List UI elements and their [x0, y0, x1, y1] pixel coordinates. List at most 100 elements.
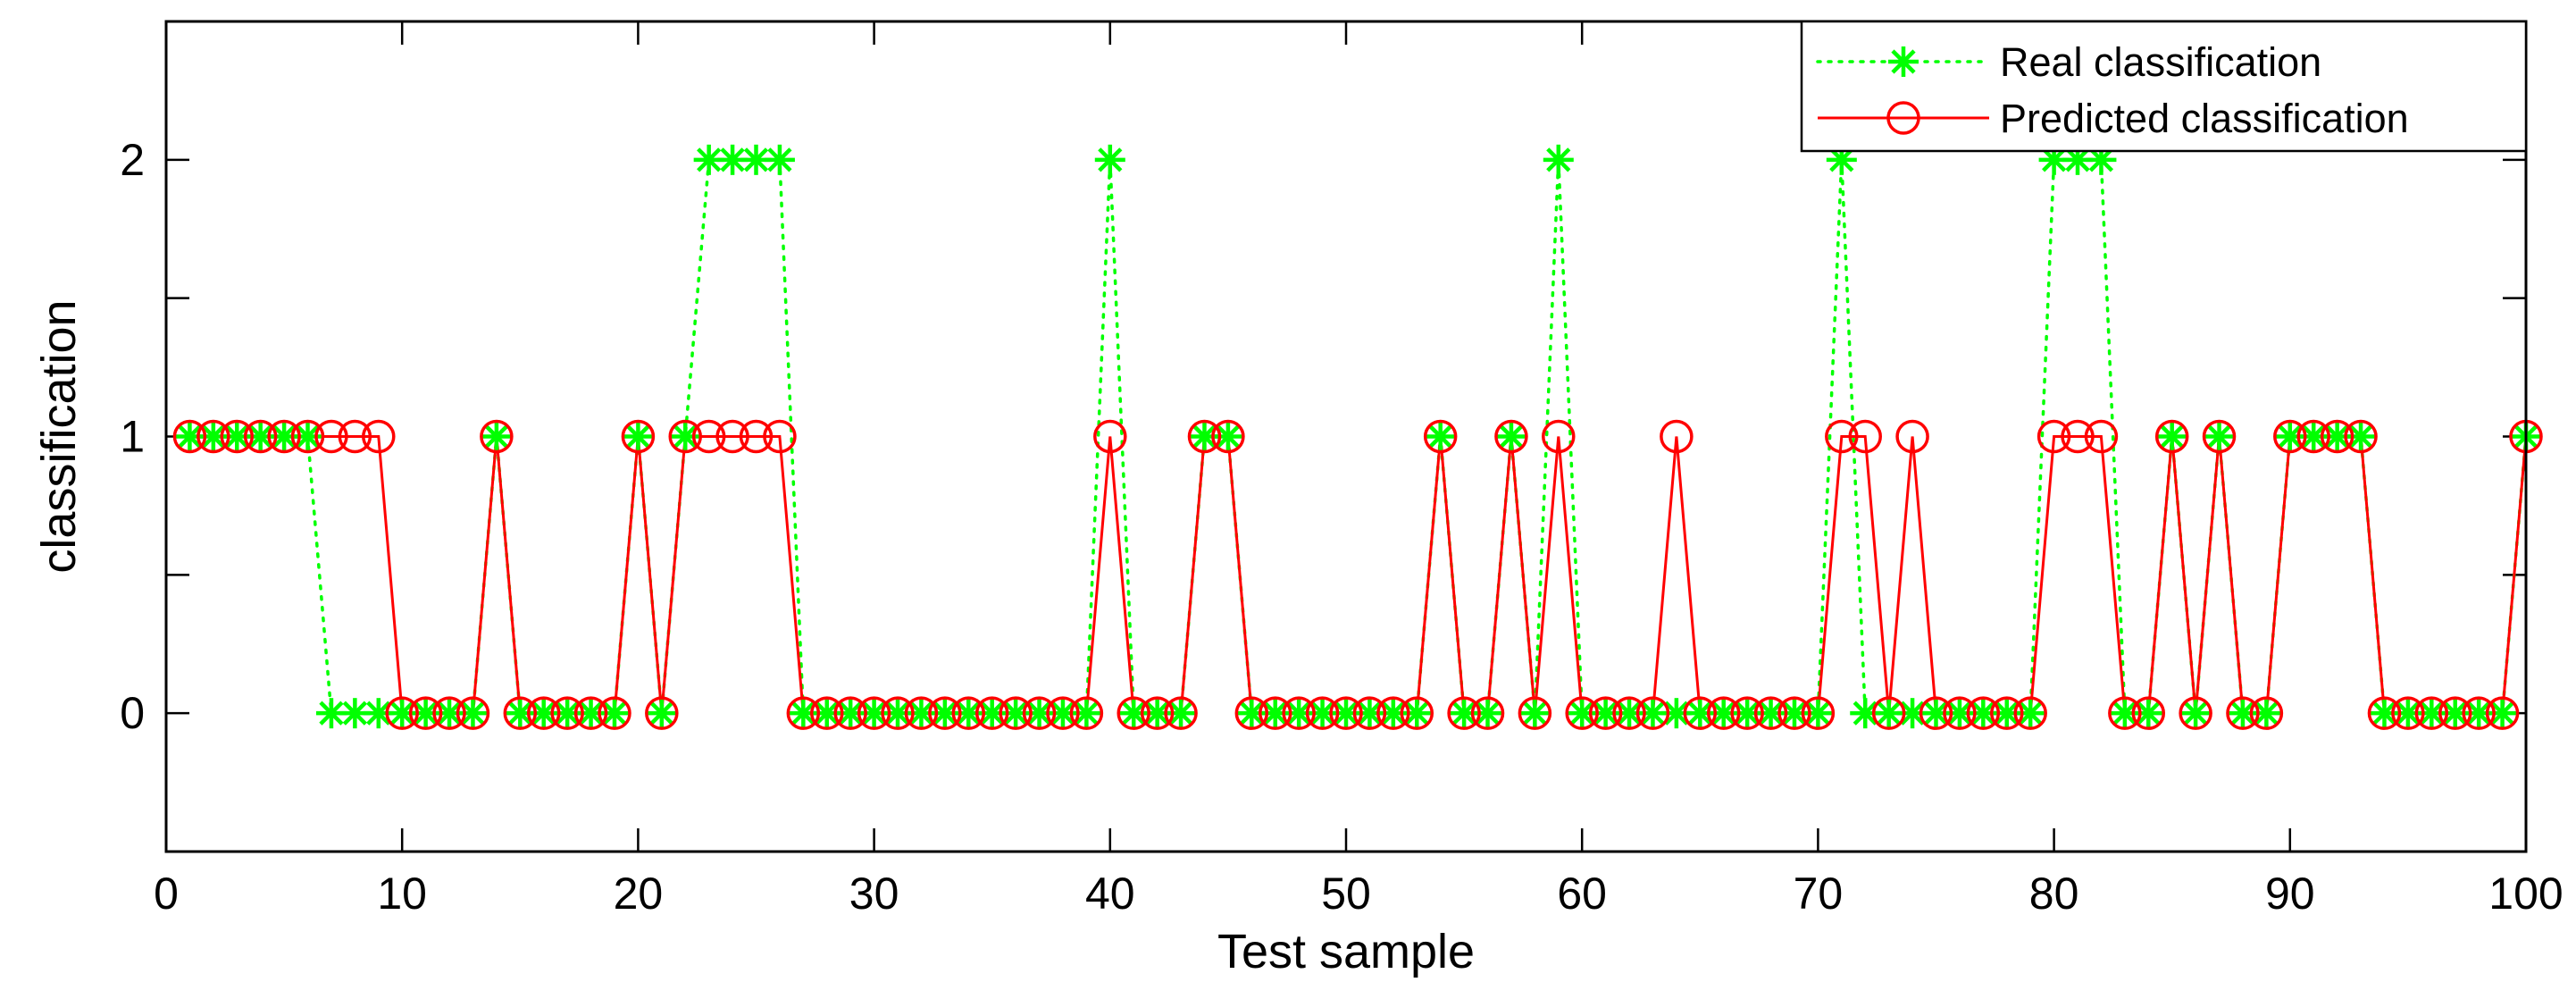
predicted-point: [526, 696, 561, 730]
x-tick-label: 90: [2265, 869, 2315, 919]
real-point: [2487, 698, 2518, 729]
predicted-point: [786, 696, 821, 730]
real-point: [1331, 698, 1361, 729]
predicted-point: [1753, 696, 1788, 730]
real-point: [882, 698, 914, 729]
predicted-point: [1022, 696, 1057, 730]
real-point: [1685, 698, 1716, 729]
real-point: [1519, 698, 1551, 729]
real-point: [1354, 698, 1385, 729]
real-point: [1897, 698, 1928, 729]
predicted-point: [1635, 696, 1670, 730]
x-tick-label: 80: [2029, 869, 2079, 919]
real-point: [2204, 421, 2235, 452]
predicted-point: [2179, 696, 2212, 730]
predicted-point: [408, 696, 443, 730]
predicted-point: [1777, 696, 1811, 730]
real-point: [2156, 421, 2187, 452]
real-point: [1495, 421, 1526, 452]
y-tick-label: 0: [120, 688, 145, 738]
predicted-point: [645, 696, 679, 730]
predicted-point: [1588, 696, 1623, 730]
real-point: [2369, 698, 2400, 729]
predicted-point: [2273, 419, 2307, 454]
real-point: [1543, 144, 1574, 175]
real-point: [1590, 698, 1621, 729]
predicted-point: [1329, 696, 1363, 730]
x-tick-label: 100: [2488, 869, 2563, 919]
predicted-point: [1352, 696, 1387, 730]
real-point: [1000, 698, 1032, 729]
predicted-point: [2154, 419, 2189, 454]
predicted-point: [338, 419, 372, 454]
predicted-point: [1825, 419, 1859, 454]
predicted-point: [2296, 419, 2330, 454]
predicted-point: [2084, 419, 2119, 454]
real-point: [2346, 421, 2377, 452]
x-axis-label: Test sample: [1217, 925, 1475, 978]
real-point: [764, 144, 795, 175]
predicted-point: [1612, 696, 1646, 730]
real-markers: [174, 144, 2541, 729]
predicted-point: [550, 696, 584, 730]
real-point: [811, 698, 842, 729]
y-tick-label: 2: [120, 135, 145, 185]
predicted-point: [2438, 696, 2472, 730]
real-point: [269, 421, 300, 452]
x-tick-label: 20: [614, 869, 664, 919]
predicted-point: [1400, 696, 1434, 730]
real-point: [481, 421, 512, 452]
predicted-point: [2061, 419, 2095, 454]
predicted-point: [432, 696, 466, 730]
y-axis-label: classification: [32, 299, 86, 573]
predicted-point: [1919, 696, 1953, 730]
legend-marker: [1888, 46, 1919, 77]
real-point: [1236, 698, 1267, 729]
predicted-point: [881, 696, 915, 730]
predicted-point: [220, 419, 255, 454]
predicted-point: [1990, 696, 2024, 730]
predicted-point: [1093, 419, 1127, 454]
legend-label-predicted: Predicted classification: [2000, 96, 2409, 141]
legend-box: [1800, 20, 2528, 153]
x-tick-label: 70: [1794, 869, 1844, 919]
predicted-markers: [172, 419, 2543, 730]
predicted-point: [1282, 696, 1316, 730]
predicted-point: [1447, 696, 1481, 730]
real-point: [552, 698, 583, 729]
x-tick-label: 10: [377, 869, 427, 919]
predicted-point: [385, 696, 419, 730]
real-point: [457, 698, 489, 729]
real-point: [2321, 421, 2353, 452]
real-point: [1401, 698, 1433, 729]
predicted-point: [503, 696, 538, 730]
predicted-point: [598, 696, 631, 730]
predicted-point: [1871, 696, 1906, 730]
predicted-point: [267, 419, 301, 454]
real-point: [670, 421, 701, 452]
predicted-point: [362, 419, 396, 454]
predicted-point: [763, 419, 797, 454]
x-tick-label: 40: [1085, 869, 1135, 919]
predicted-point: [1046, 696, 1080, 730]
predicted-point: [1848, 419, 1882, 454]
predicted-point: [1565, 696, 1599, 730]
predicted-point: [1470, 696, 1505, 730]
predicted-point: [1518, 696, 1552, 730]
predicted-point: [810, 696, 844, 730]
predicted-point: [2202, 419, 2237, 454]
real-point: [1094, 144, 1125, 175]
real-point: [245, 421, 276, 452]
y-tick-labels: 0 1 2: [120, 135, 145, 738]
predicted-point: [573, 696, 608, 730]
predicted-point: [1305, 696, 1340, 730]
series-layer: [172, 144, 2543, 730]
real-point: [292, 421, 323, 452]
predicted-point: [1542, 419, 1576, 454]
real-point: [2251, 698, 2282, 729]
predicted-point: [739, 419, 774, 454]
predicted-point: [1258, 696, 1292, 730]
legend-sample-predicted: [1818, 101, 1989, 135]
